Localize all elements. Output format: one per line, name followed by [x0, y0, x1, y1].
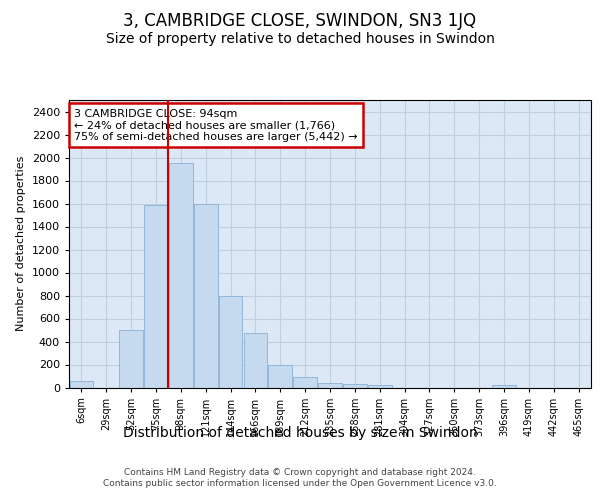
Text: 3 CAMBRIDGE CLOSE: 94sqm
← 24% of detached houses are smaller (1,766)
75% of sem: 3 CAMBRIDGE CLOSE: 94sqm ← 24% of detach… — [74, 108, 358, 142]
Bar — [244, 334, 267, 388]
Bar — [318, 384, 342, 388]
Text: Contains HM Land Registry data © Crown copyright and database right 2024.
Contai: Contains HM Land Registry data © Crown c… — [103, 468, 497, 487]
Bar — [368, 385, 392, 388]
Text: 3, CAMBRIDGE CLOSE, SWINDON, SN3 1JQ: 3, CAMBRIDGE CLOSE, SWINDON, SN3 1JQ — [124, 12, 476, 30]
Bar — [293, 376, 317, 388]
Bar — [492, 385, 516, 388]
Bar — [119, 330, 143, 388]
Bar — [70, 380, 93, 388]
Bar — [144, 204, 168, 388]
Bar — [169, 164, 193, 388]
Bar — [343, 384, 367, 388]
Y-axis label: Number of detached properties: Number of detached properties — [16, 156, 26, 332]
Text: Size of property relative to detached houses in Swindon: Size of property relative to detached ho… — [106, 32, 494, 46]
Text: Distribution of detached houses by size in Swindon: Distribution of detached houses by size … — [122, 426, 478, 440]
Bar — [219, 296, 242, 388]
Bar — [194, 204, 218, 388]
Bar — [268, 365, 292, 388]
